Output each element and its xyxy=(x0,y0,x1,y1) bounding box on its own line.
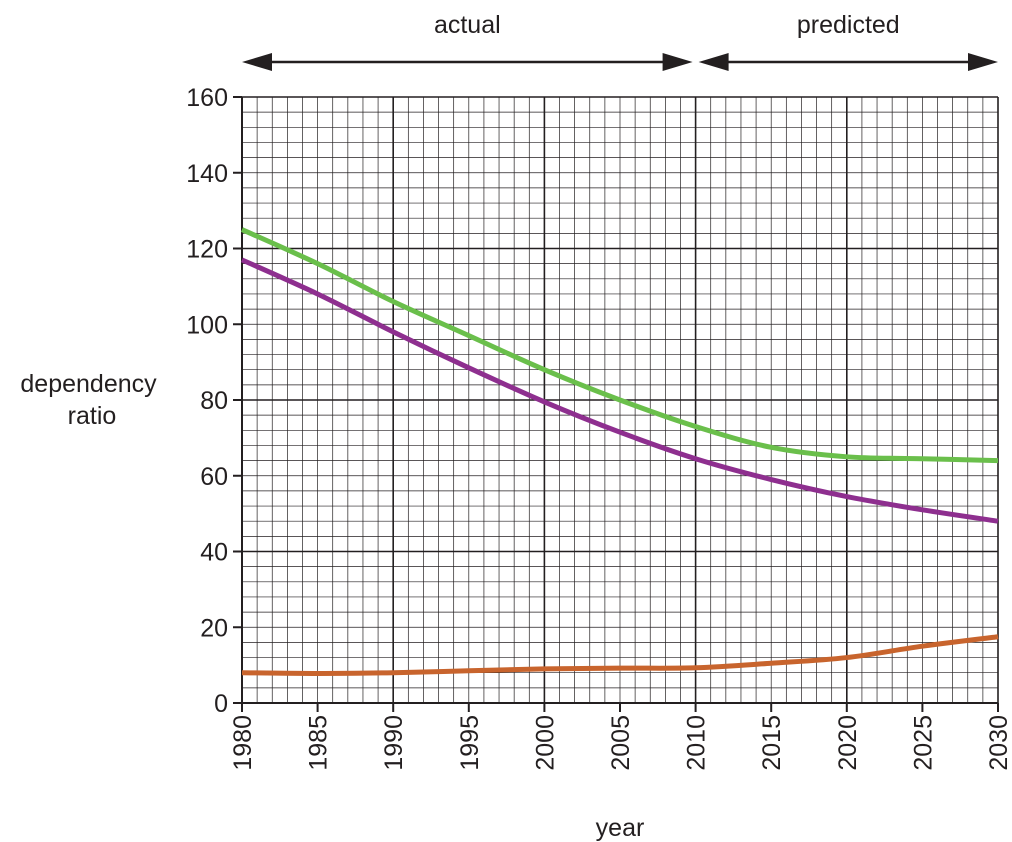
x-tick-label: 2020 xyxy=(834,715,862,771)
x-tick-label: 1985 xyxy=(305,715,333,771)
y-tick-label: 40 xyxy=(200,539,228,567)
series-line-3 xyxy=(241,634,999,676)
arrow-head xyxy=(968,53,998,71)
period-arrows: actual predicted xyxy=(242,11,998,71)
y-tick-label: 80 xyxy=(200,387,228,415)
x-tick-label: 1990 xyxy=(380,715,408,771)
arrow-head xyxy=(242,53,272,71)
period-arrow-predicted: predicted xyxy=(698,11,998,71)
period-label: actual xyxy=(434,11,501,39)
x-tick-label: 2025 xyxy=(909,715,937,771)
y-axis-label-line2: ratio xyxy=(68,402,117,430)
series-lines xyxy=(240,227,999,676)
y-tick-label: 140 xyxy=(186,160,228,188)
x-axis-label: year xyxy=(596,814,645,842)
y-tick-label: 160 xyxy=(186,84,228,112)
arrow-head xyxy=(662,53,693,71)
x-tick-label: 1980 xyxy=(229,715,257,771)
x-tick-label: 2015 xyxy=(758,715,786,771)
y-tick-label: 100 xyxy=(186,311,228,339)
y-axis-label: dependency ratio xyxy=(20,370,163,430)
arrow-head xyxy=(698,53,729,71)
period-arrow-actual: actual xyxy=(242,11,693,71)
y-tick-label: 120 xyxy=(186,236,228,264)
y-tick-label: 20 xyxy=(200,614,228,642)
y-tick-label: 60 xyxy=(200,463,228,491)
axis-labels: year dependency ratio xyxy=(20,370,644,842)
x-tick-label: 2030 xyxy=(985,715,1012,771)
x-tick-label: 2005 xyxy=(607,715,635,771)
tick-labels: 0 20 40 60 80 100 120 140 160 1980 1985 1990 1995 200… xyxy=(186,84,1012,771)
x-tick-label: 2010 xyxy=(683,715,711,771)
y-axis-label-line1: dependency xyxy=(20,370,157,398)
x-tick-label: 1995 xyxy=(456,715,484,771)
series-line-1 xyxy=(240,227,999,464)
x-tick-label: 2000 xyxy=(531,715,559,771)
y-tick-label: 0 xyxy=(214,690,228,718)
period-label: predicted xyxy=(797,11,900,39)
series-line-2 xyxy=(240,257,999,524)
